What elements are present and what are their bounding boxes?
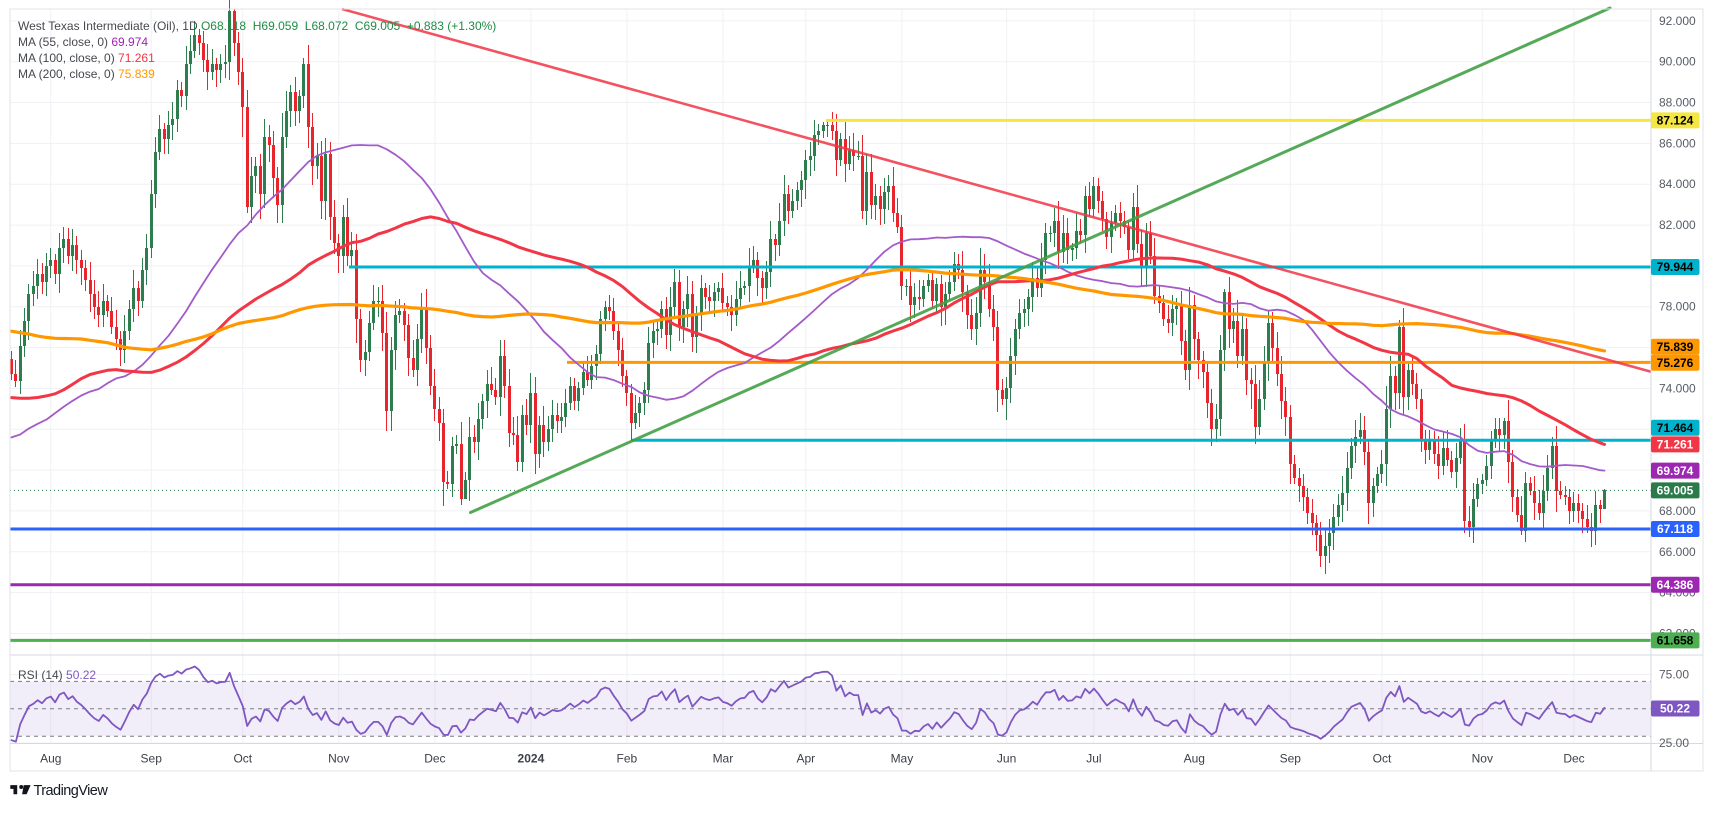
svg-text:Jul: Jul: [1086, 752, 1101, 766]
svg-text:50.22: 50.22: [1660, 702, 1690, 716]
svg-text:75.839: 75.839: [1657, 340, 1694, 354]
svg-text:75.276: 75.276: [1657, 356, 1694, 370]
svg-text:Sep: Sep: [1280, 752, 1302, 766]
svg-text:Nov: Nov: [1472, 752, 1493, 766]
svg-text:68.000: 68.000: [1659, 504, 1696, 518]
svg-text:Apr: Apr: [796, 752, 815, 766]
svg-text:Dec: Dec: [1563, 752, 1584, 766]
svg-text:Feb: Feb: [617, 752, 638, 766]
svg-text:Jun: Jun: [997, 752, 1016, 766]
svg-text:Oct: Oct: [233, 752, 252, 766]
svg-text:TradingView: TradingView: [34, 783, 109, 799]
svg-text:Nov: Nov: [328, 752, 349, 766]
svg-text:82.000: 82.000: [1659, 218, 1696, 232]
svg-text:Sep: Sep: [141, 752, 163, 766]
svg-text:West Texas Intermediate (Oil),: West Texas Intermediate (Oil), 1D O68.11…: [18, 19, 496, 33]
svg-text:84.000: 84.000: [1659, 177, 1696, 191]
svg-text:86.000: 86.000: [1659, 136, 1696, 150]
svg-text:Aug: Aug: [1184, 752, 1205, 766]
svg-text:75.00: 75.00: [1659, 668, 1689, 682]
svg-text:MA (100, close, 0) 71.261: MA (100, close, 0) 71.261: [18, 51, 155, 65]
svg-text:25.00: 25.00: [1659, 736, 1689, 750]
svg-text:74.000: 74.000: [1659, 381, 1696, 395]
svg-text:79.944: 79.944: [1657, 260, 1694, 274]
svg-text:87.124: 87.124: [1657, 114, 1694, 128]
svg-text:RSI (14) 50.22: RSI (14) 50.22: [18, 668, 96, 682]
svg-text:2024: 2024: [518, 752, 545, 766]
svg-text:69.005: 69.005: [1657, 484, 1694, 498]
svg-text:71.261: 71.261: [1657, 438, 1694, 452]
svg-text:May: May: [891, 752, 914, 766]
svg-text:92.000: 92.000: [1659, 14, 1696, 28]
svg-text:MA (55, close, 0) 69.974: MA (55, close, 0) 69.974: [18, 35, 148, 49]
svg-text:Aug: Aug: [40, 752, 61, 766]
svg-text:Oct: Oct: [1373, 752, 1392, 766]
svg-text:64.386: 64.386: [1657, 578, 1694, 592]
svg-text:90.000: 90.000: [1659, 55, 1696, 69]
svg-text:MA (200, close, 0) 75.839: MA (200, close, 0) 75.839: [18, 67, 155, 81]
svg-text:Dec: Dec: [424, 752, 445, 766]
svg-text:61.658: 61.658: [1657, 634, 1694, 648]
svg-text:Mar: Mar: [713, 752, 734, 766]
svg-text:71.464: 71.464: [1657, 421, 1694, 435]
svg-text:78.000: 78.000: [1659, 300, 1696, 314]
svg-text:67.118: 67.118: [1657, 522, 1693, 536]
svg-text:88.000: 88.000: [1659, 96, 1696, 110]
svg-text:69.974: 69.974: [1657, 464, 1694, 478]
svg-text:66.000: 66.000: [1659, 545, 1696, 559]
